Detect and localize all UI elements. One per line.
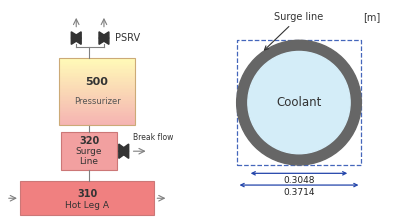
Bar (59, 119, 135, 120)
Bar (59, 70, 135, 72)
Bar (59, 124, 135, 125)
Bar (59, 65, 135, 66)
Bar (59, 96, 135, 97)
Bar (59, 60, 135, 61)
Bar (59, 99, 135, 100)
Text: Line: Line (80, 157, 99, 166)
Text: Break flow: Break flow (133, 133, 173, 142)
Bar (59, 95, 135, 96)
Bar (59, 117, 135, 119)
Bar (59, 64, 135, 65)
Bar (59, 116, 135, 117)
Bar (59, 86, 135, 88)
Text: Pressurizer: Pressurizer (74, 97, 120, 106)
Bar (59, 89, 135, 90)
FancyBboxPatch shape (20, 181, 154, 215)
Text: Surge line: Surge line (265, 12, 324, 50)
Bar (59, 74, 135, 76)
Bar (59, 121, 135, 123)
Bar (59, 123, 135, 124)
Bar (59, 113, 135, 115)
Text: Surge: Surge (76, 147, 102, 156)
Bar (59, 101, 135, 103)
FancyBboxPatch shape (61, 132, 117, 170)
Bar (59, 109, 135, 111)
Bar (59, 62, 135, 64)
Bar (59, 77, 135, 78)
Text: 0.3714: 0.3714 (283, 188, 315, 197)
Bar (59, 85, 135, 86)
Bar (59, 81, 135, 82)
Bar (59, 72, 135, 73)
Bar (59, 100, 135, 101)
Bar (59, 93, 135, 95)
Text: [m]: [m] (363, 12, 380, 22)
Bar (59, 88, 135, 89)
Text: 310: 310 (77, 189, 97, 199)
Bar (59, 92, 135, 93)
Bar (59, 61, 135, 62)
Bar (59, 115, 135, 116)
Text: Hot Leg A: Hot Leg A (65, 201, 109, 210)
Circle shape (237, 40, 361, 165)
Bar (59, 90, 135, 92)
Bar (59, 120, 135, 121)
Text: 0.3048: 0.3048 (283, 176, 315, 185)
Bar (59, 111, 135, 112)
Bar (59, 69, 135, 70)
Polygon shape (71, 32, 81, 44)
Text: 320: 320 (79, 136, 99, 146)
Polygon shape (71, 32, 81, 44)
Bar (59, 73, 135, 74)
Text: PSRV: PSRV (115, 33, 140, 43)
Bar (59, 108, 135, 109)
Bar (59, 107, 135, 108)
Bar (59, 82, 135, 84)
Text: Coolant: Coolant (276, 96, 322, 109)
Polygon shape (99, 32, 109, 44)
Bar (59, 80, 135, 81)
Bar (59, 78, 135, 80)
Polygon shape (99, 32, 109, 44)
Bar (59, 84, 135, 85)
Bar (59, 58, 135, 60)
Bar (59, 76, 135, 77)
Bar (59, 112, 135, 113)
Bar (59, 97, 135, 99)
Circle shape (248, 52, 350, 154)
Bar (59, 104, 135, 105)
Polygon shape (119, 144, 129, 158)
Bar (59, 66, 135, 68)
Bar (59, 68, 135, 69)
Bar (59, 103, 135, 104)
Bar (59, 105, 135, 107)
Polygon shape (119, 144, 129, 158)
Text: 500: 500 (86, 77, 109, 87)
